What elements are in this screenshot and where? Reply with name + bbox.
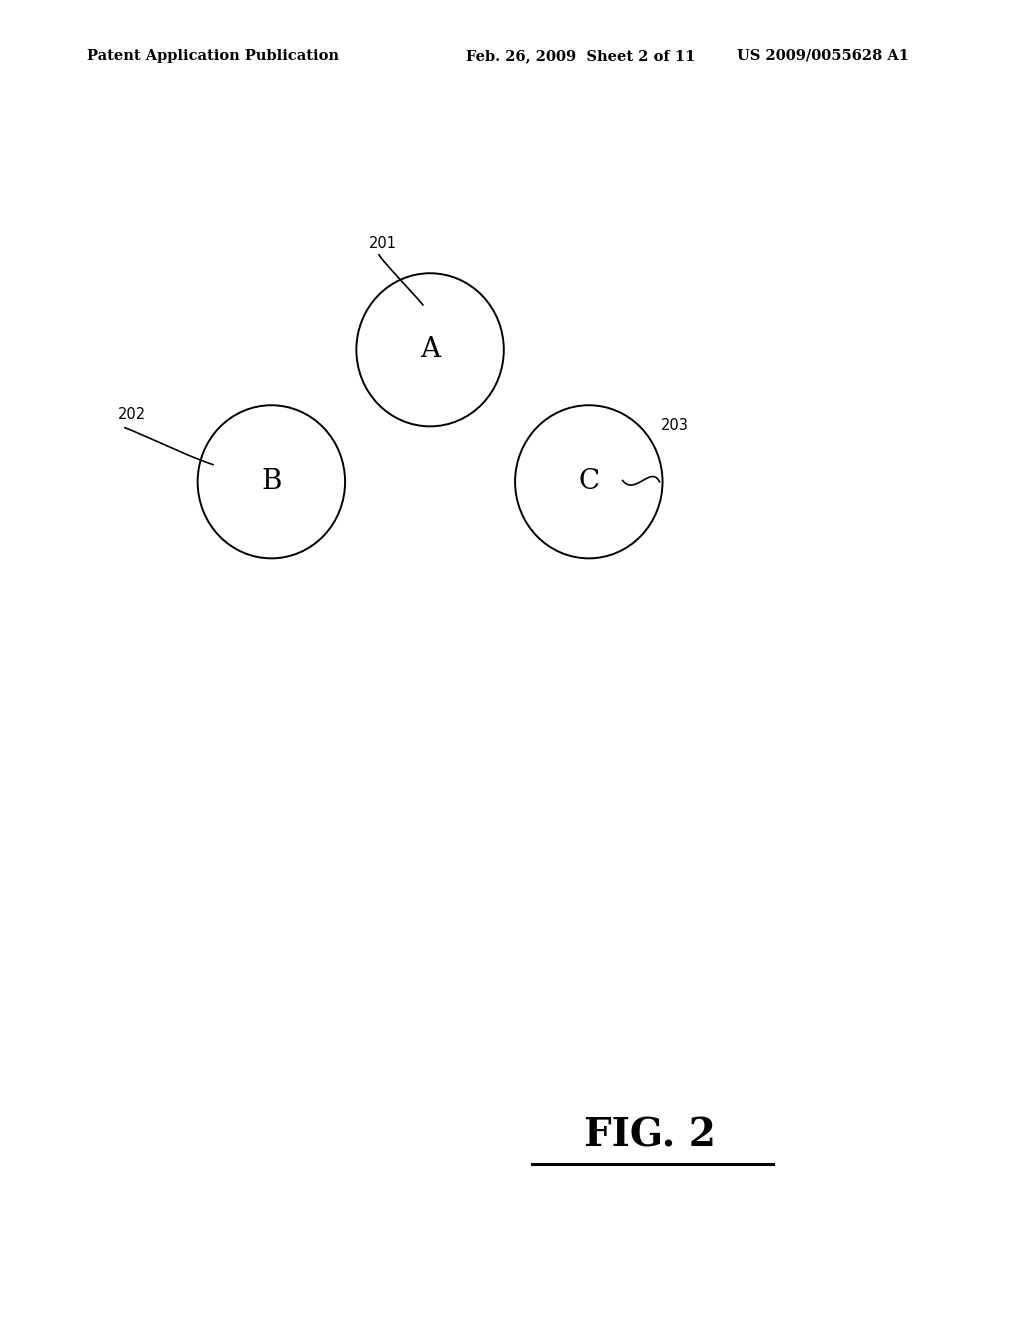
- Text: 201: 201: [369, 236, 396, 251]
- Text: Patent Application Publication: Patent Application Publication: [87, 49, 339, 63]
- Text: US 2009/0055628 A1: US 2009/0055628 A1: [737, 49, 909, 63]
- Text: A: A: [420, 337, 440, 363]
- Text: Feb. 26, 2009  Sheet 2 of 11: Feb. 26, 2009 Sheet 2 of 11: [466, 49, 695, 63]
- Text: B: B: [261, 469, 282, 495]
- Text: C: C: [579, 469, 599, 495]
- Text: 202: 202: [118, 408, 145, 422]
- Text: FIG. 2: FIG. 2: [585, 1117, 716, 1154]
- Text: 203: 203: [660, 418, 688, 433]
